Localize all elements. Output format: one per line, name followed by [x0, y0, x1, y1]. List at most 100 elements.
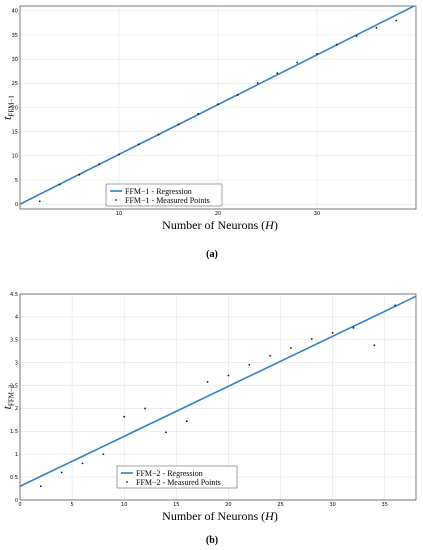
data-point	[164, 431, 167, 434]
x-tick-label: 15	[173, 502, 179, 508]
data-point	[157, 133, 160, 136]
y-tick-label: 3	[15, 360, 18, 366]
data-point	[144, 407, 146, 410]
x-tick-label: 20	[225, 502, 231, 508]
y-tick-label: 1	[15, 452, 18, 458]
x-axis-label-symbol: H	[264, 218, 275, 232]
data-point	[248, 364, 251, 366]
y-tick-label: 0	[15, 498, 18, 504]
legend-box	[105, 183, 223, 207]
data-point	[290, 347, 292, 349]
y-axis-label-subscript: FFM−2	[8, 384, 16, 406]
x-axis-label-text: Number of Neurons (	[162, 218, 265, 232]
y-tick-label: 3.5	[10, 338, 18, 344]
data-point	[123, 415, 126, 418]
data-point	[102, 453, 105, 456]
plot-frame	[19, 293, 417, 501]
x-axis-label: Number of Neurons (H)	[162, 218, 278, 232]
legend-label: FFM−1 - Measured Points	[125, 196, 210, 205]
data-point	[316, 52, 318, 55]
panel-label: (a)	[206, 249, 218, 260]
y-tick-label: 40	[12, 9, 18, 15]
data-point	[78, 173, 81, 176]
chart-panel-1: 10 20 30 0 5 10 15 20 25 30 35 40 FFM−1 - Regression…	[0, 5, 417, 260]
data-point	[177, 123, 180, 126]
data-point	[217, 103, 219, 106]
y-axis-label: tFFM−1	[0, 95, 16, 120]
data-point	[60, 471, 63, 474]
y-tick-label: 0	[15, 202, 18, 208]
x-tick-label: 0	[18, 502, 21, 508]
data-point	[395, 19, 398, 22]
y-tick-label: 0.5	[10, 475, 18, 481]
y-axis-label: tFFM−2	[0, 384, 16, 409]
x-axis-label-symbol: H	[264, 509, 275, 523]
x-tick-label: 20	[215, 211, 221, 217]
data-point	[137, 143, 140, 146]
legend-box	[116, 465, 238, 489]
data-point	[206, 380, 209, 383]
data-point	[296, 61, 299, 64]
x-tick-label: 10	[121, 502, 127, 508]
data-point	[197, 112, 200, 115]
data-point	[236, 94, 239, 96]
y-tick-label: 1.5	[10, 429, 18, 435]
y-tick-label: 4	[15, 315, 18, 321]
legend-point-swatch	[126, 481, 128, 483]
x-tick-label: 35	[382, 502, 388, 508]
data-point	[256, 81, 259, 84]
y-tick-label: 5	[15, 178, 18, 184]
data-point	[355, 35, 358, 37]
legend-point-swatch	[115, 199, 117, 201]
x-axis-label-text: Number of Neurons (	[162, 509, 265, 523]
data-point	[98, 163, 101, 165]
x-axis-label-text: )	[274, 509, 278, 523]
data-point	[310, 337, 313, 340]
data-point	[39, 485, 42, 488]
x-axis-label-text: )	[274, 218, 278, 232]
plot-area	[20, 295, 416, 488]
x-tick-label: 30	[314, 211, 320, 217]
data-point	[269, 354, 272, 357]
y-tick-label: 15	[12, 129, 18, 135]
y-tick-label: 2	[15, 406, 18, 412]
legend-label: FFM−2 - Regression	[136, 469, 203, 478]
data-point	[331, 332, 334, 334]
y-axis-label-base: t	[0, 405, 14, 409]
plot-frame	[19, 5, 417, 210]
regression-line	[20, 295, 416, 487]
data-point	[375, 26, 378, 29]
data-point	[185, 420, 188, 423]
y-tick-label: 25	[12, 81, 18, 87]
y-tick-label: 4.5	[10, 292, 18, 298]
x-tick-label: 10	[116, 211, 122, 217]
data-point	[276, 72, 279, 75]
y-tick-label: 2.5	[10, 383, 18, 389]
y-axis-label-subscript: FFM−1	[8, 95, 16, 117]
data-point	[81, 462, 84, 465]
y-tick-label: 30	[12, 57, 18, 63]
data-point	[335, 43, 338, 46]
legend-label: FFM−2 - Measured Points	[136, 478, 221, 487]
legend-label: FFM−1 - Regression	[125, 187, 192, 196]
y-tick-label: 20	[12, 105, 18, 111]
data-point	[352, 326, 355, 329]
x-axis-label: Number of Neurons (H)	[162, 509, 278, 523]
y-tick-label: 10	[12, 154, 18, 160]
data-point	[373, 344, 376, 347]
plot-area	[20, 6, 416, 205]
data-point	[394, 304, 397, 307]
x-tick-label: 25	[277, 502, 283, 508]
y-axis-label-base: t	[0, 116, 14, 120]
data-point	[227, 374, 230, 377]
data-point	[58, 183, 61, 186]
x-tick-label: 5	[71, 502, 74, 508]
data-point	[38, 200, 41, 203]
panel-label: (b)	[206, 535, 218, 546]
x-tick-label: 30	[329, 502, 335, 508]
data-point	[118, 153, 120, 156]
y-tick-label: 35	[12, 33, 18, 39]
